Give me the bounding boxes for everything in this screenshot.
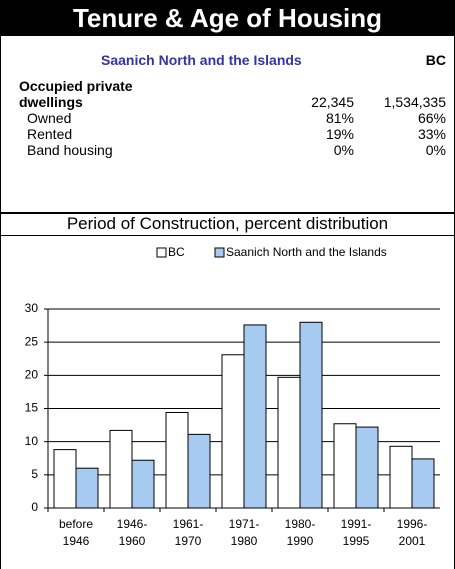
x-tick-label: 1991-1995 <box>340 517 372 548</box>
bar <box>109 429 133 509</box>
legend-swatch <box>156 247 167 258</box>
y-tick-label: 25 <box>25 334 39 348</box>
table: Saanich North and the Islands BC Occupie… <box>0 36 455 214</box>
x-tick-label: 1980-1990 <box>284 517 316 548</box>
bar <box>411 458 435 509</box>
bar <box>131 459 155 509</box>
x-tick-label: 1996-2001 <box>396 517 428 548</box>
cell: 0% <box>425 142 446 158</box>
x-tick-label: 1946-1960 <box>116 517 148 548</box>
bar <box>53 449 77 509</box>
bar <box>243 324 267 509</box>
cell: 66% <box>417 110 446 126</box>
cell: 0% <box>333 142 354 158</box>
legend-label: Saanich North and the Islands <box>226 245 387 259</box>
bar <box>355 426 379 509</box>
legend-label: BC <box>168 245 185 259</box>
cell: 33% <box>417 126 446 142</box>
bar <box>277 376 301 509</box>
y-tick-label: 5 <box>31 467 38 481</box>
chart: 0 5 10 15 20 25 30 BC Saanich North and the Isla… <box>25 245 440 514</box>
cell: 81% <box>325 110 354 126</box>
x-tick-label: 1961-1970 <box>172 517 204 548</box>
chart-box: 0 5 10 15 20 25 30 BC Saanich North and the Isla… <box>0 234 455 569</box>
y-tick-label: 15 <box>25 401 39 415</box>
y-tick-label: 0 <box>31 500 38 514</box>
cell: 1,534,335 <box>383 94 446 110</box>
bar <box>333 423 357 509</box>
column-header: BC <box>425 52 446 68</box>
row-label: Occupied private dwellings <box>19 78 133 110</box>
bar <box>75 467 99 509</box>
y-tick-label: 20 <box>25 368 39 382</box>
bar <box>221 354 245 509</box>
bar <box>299 321 323 509</box>
x-tick-label: before 1946 <box>58 517 94 548</box>
column-header: Saanich North and the Islands <box>101 52 302 68</box>
cell: 22,345 <box>311 94 354 110</box>
bar <box>389 445 413 509</box>
row-label: Owned <box>27 110 72 126</box>
title: Tenure & Age of Housing <box>0 0 455 36</box>
bar <box>187 433 211 509</box>
row-label: Rented <box>27 126 73 142</box>
cell: 19% <box>325 126 354 142</box>
row-label: Band housing <box>27 142 113 158</box>
y-tick-label: 10 <box>25 434 39 448</box>
y-tick-label: 30 <box>25 301 39 315</box>
legend-swatch <box>214 247 225 258</box>
bar <box>165 411 189 509</box>
x-tick-label: 1971-1980 <box>228 517 260 548</box>
chart-title: Period of Construction, percent distribu… <box>0 212 455 236</box>
